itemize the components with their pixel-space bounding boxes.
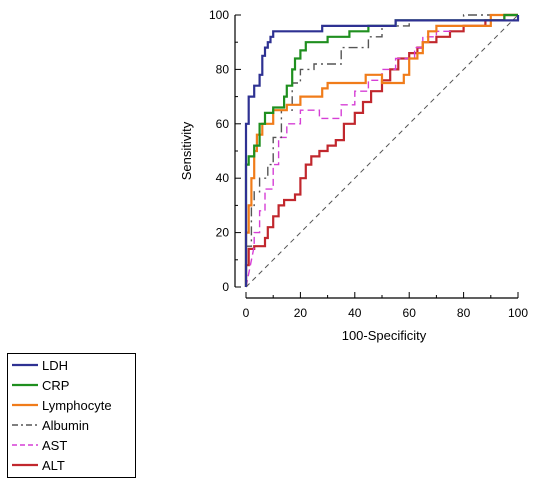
legend-label: AST xyxy=(42,438,68,453)
legend-label: ALT xyxy=(42,458,65,473)
legend-item-lymphocyte: Lymphocyte xyxy=(8,397,135,414)
legend-swatch xyxy=(12,383,38,387)
y-tick-label: 0 xyxy=(222,280,229,294)
legend-swatch xyxy=(12,363,38,367)
x-tick-label: 100 xyxy=(508,306,528,320)
x-axis-label: 100-Specificity xyxy=(342,328,427,343)
y-tick-label: 80 xyxy=(216,62,230,76)
legend-label: LDH xyxy=(42,358,69,373)
legend-swatch xyxy=(12,463,38,467)
legend-swatch xyxy=(12,424,38,426)
x-tick-label: 20 xyxy=(294,306,308,320)
x-tick-label: 80 xyxy=(457,306,471,320)
legend-item-albumin: Albumin xyxy=(8,417,135,434)
legend-swatch xyxy=(12,403,38,407)
y-tick-label: 60 xyxy=(216,117,230,131)
series-line-crp xyxy=(244,13,518,287)
series-lines-group xyxy=(244,13,520,288)
y-tick-label: 100 xyxy=(209,8,229,22)
legend-label: CRP xyxy=(42,378,70,393)
x-tick-label: 40 xyxy=(348,306,362,320)
x-tick-label: 60 xyxy=(403,306,417,320)
legend-item-ast: AST xyxy=(8,437,135,454)
axes-group: 0 20 40 60 80 100 0 20 40 60 80 100 xyxy=(209,8,528,320)
legend-swatch xyxy=(12,444,38,446)
legend-item-ldh: LDH xyxy=(8,357,135,374)
legend-item-crp: CRP xyxy=(8,377,135,394)
legend-item-alt: ALT xyxy=(8,457,135,474)
legend-label: Lymphocyte xyxy=(42,398,112,413)
series-line-ast xyxy=(245,15,519,288)
reference-diagonal-line xyxy=(245,14,519,288)
series-line-alt xyxy=(244,13,518,287)
y-axis-label: Sensitivity xyxy=(179,121,194,180)
x-tick-label: 0 xyxy=(243,306,250,320)
legend: LDH CRP Lymphocyte Albumin AST ALT xyxy=(7,353,136,478)
reference-line-group xyxy=(245,14,519,288)
series-line-lymphocyte xyxy=(244,13,518,287)
y-tick-label: 40 xyxy=(216,171,230,185)
y-tick-label: 20 xyxy=(216,226,230,240)
legend-label: Albumin xyxy=(42,418,89,433)
series-line-ldh xyxy=(244,15,520,287)
